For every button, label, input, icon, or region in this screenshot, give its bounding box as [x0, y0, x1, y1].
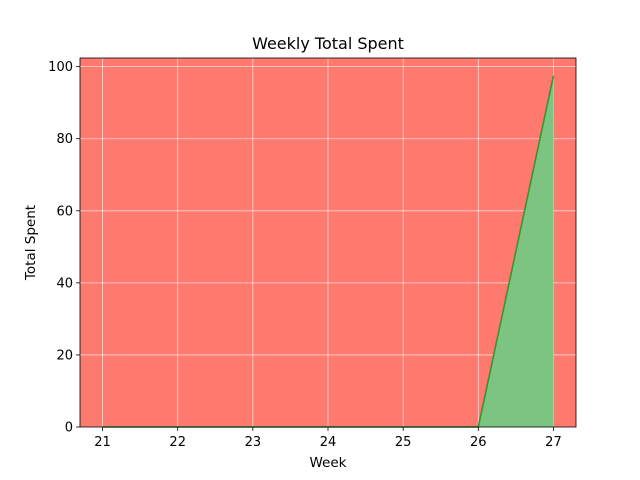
area-layer: [102, 75, 554, 427]
x-tick-label: 22: [169, 435, 186, 450]
y-tick-label: 0: [65, 421, 73, 436]
x-tick-label: 21: [94, 435, 111, 450]
x-tick-label: 24: [320, 435, 337, 450]
y-tick-label: 40: [56, 276, 73, 291]
y-axis: 0 20 40 60 80 100: [48, 60, 80, 436]
chart-title: Weekly Total Spent: [252, 34, 404, 53]
y-tick-label: 60: [56, 204, 73, 219]
x-tick-label: 23: [245, 435, 262, 450]
y-tick-label: 100: [48, 60, 73, 75]
x-tick-label: 26: [470, 435, 487, 450]
y-tick-label: 20: [56, 348, 73, 363]
y-axis-label: Total Spent: [23, 205, 39, 281]
x-tick-label: 27: [545, 435, 562, 450]
x-tick-label: 25: [395, 435, 412, 450]
y-tick-label: 80: [56, 132, 73, 147]
x-axis-label: Week: [310, 455, 347, 471]
series-area: [102, 75, 554, 427]
x-axis: 21 22 23 24 25 26 27: [94, 427, 562, 450]
